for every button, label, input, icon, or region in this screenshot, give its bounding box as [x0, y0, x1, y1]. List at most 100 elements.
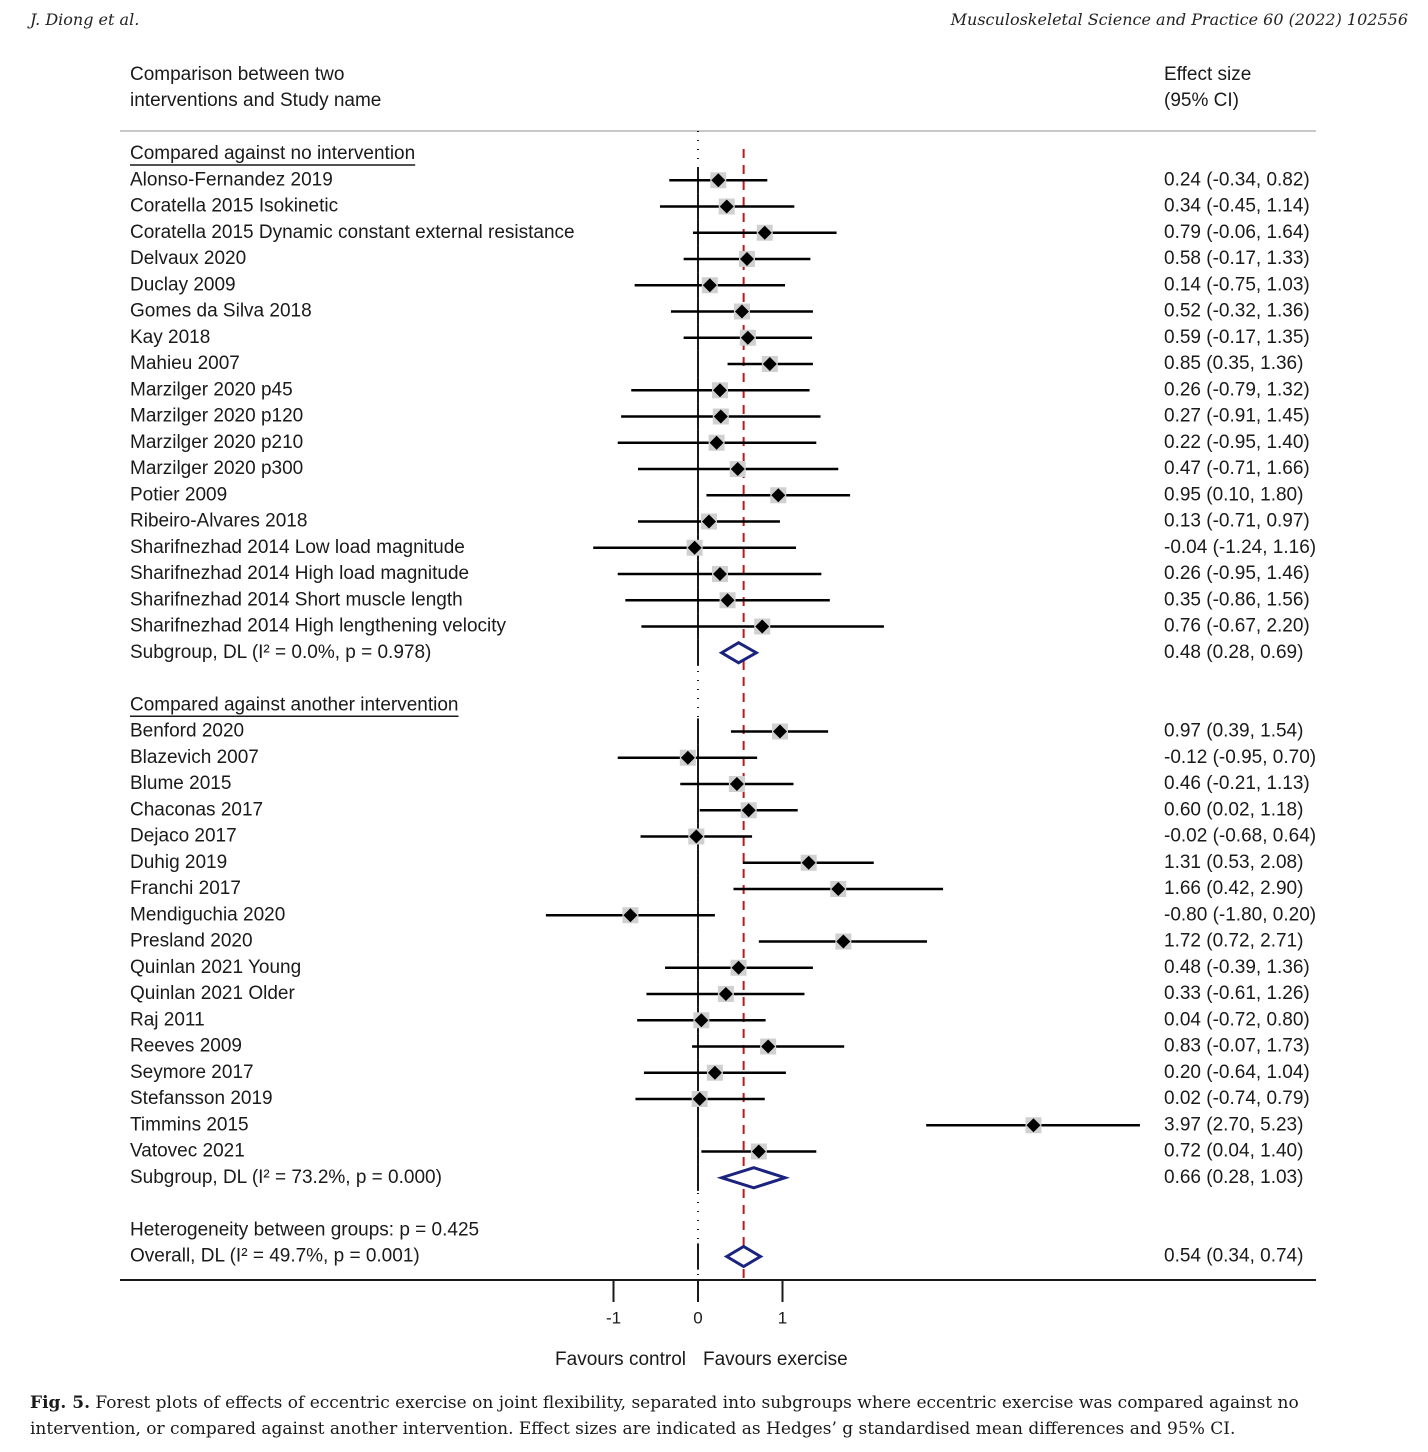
point-estimate-marker	[801, 855, 816, 870]
point-estimate-marker	[680, 750, 695, 765]
point-estimate-marker	[831, 882, 846, 896]
x-axis-label-control: Favours control	[555, 1349, 686, 1370]
subgroup-diamond	[718, 641, 760, 665]
summary-effect-value: 0.66 (0.28, 1.03)	[1164, 1167, 1303, 1188]
caption-text: Forest plots of effects of eccentric exe…	[30, 1393, 1299, 1439]
effect-size-value: 0.48 (-0.39, 1.36)	[1164, 957, 1310, 978]
study-label: Benford 2020	[130, 721, 244, 742]
subgroup-summary-label: Subgroup, DL (I² = 0.0%, p = 0.978)	[130, 642, 431, 663]
forest-plot: Comparison between two interventions and …	[120, 64, 1316, 1370]
study-label: Gomes da Silva 2018	[130, 301, 312, 322]
summary-effect-value: 0.54 (0.34, 0.74)	[1164, 1246, 1303, 1267]
column-header-effect-size: Effect size	[1164, 64, 1251, 85]
effect-size-value: 0.24 (-0.34, 0.82)	[1164, 169, 1310, 190]
point-estimate-marker	[741, 803, 756, 818]
effect-size-value: 0.47 (-0.71, 1.66)	[1164, 458, 1310, 479]
effect-size-value: 0.59 (-0.17, 1.35)	[1164, 327, 1310, 348]
effect-size-value: -0.80 (-1.80, 0.20)	[1164, 904, 1316, 925]
x-axis-label-exercise: Favours exercise	[703, 1349, 848, 1370]
study-label: Potier 2009	[130, 484, 227, 505]
caption-label: Fig. 5.	[30, 1393, 90, 1413]
study-label: Blazevich 2007	[130, 747, 259, 768]
figure-caption: Fig. 5. Forest plots of effects of eccen…	[30, 1390, 1410, 1442]
study-label: Sharifnezhad 2014 High lengthening veloc…	[130, 616, 507, 637]
effect-size-value: 0.26 (-0.95, 1.46)	[1164, 563, 1310, 584]
point-estimate-marker	[694, 1013, 709, 1028]
effect-size-value: 0.79 (-0.06, 1.64)	[1164, 222, 1310, 243]
summary-effect-value: 0.48 (0.28, 0.69)	[1164, 642, 1303, 663]
point-estimate-marker	[734, 304, 749, 319]
effect-size-value: 0.34 (-0.45, 1.14)	[1164, 196, 1310, 217]
effect-size-value: 0.02 (-0.74, 0.79)	[1164, 1088, 1310, 1109]
effect-size-value: 0.52 (-0.32, 1.36)	[1164, 301, 1310, 322]
effect-size-value: 1.72 (0.72, 2.71)	[1164, 931, 1303, 952]
effect-size-value: 0.85 (0.35, 1.36)	[1164, 353, 1303, 374]
point-estimate-marker	[729, 777, 744, 791]
study-label: Quinlan 2021 Young	[130, 957, 301, 978]
study-label: Vatovec 2021	[130, 1141, 245, 1162]
effect-size-value: 1.31 (0.53, 2.08)	[1164, 852, 1303, 873]
effect-size-value: 3.97 (2.70, 5.23)	[1164, 1114, 1303, 1135]
effect-size-value: 0.60 (0.02, 1.18)	[1164, 799, 1303, 820]
point-estimate-marker	[771, 488, 786, 503]
point-estimate-marker	[712, 567, 727, 581]
study-label: Alonso-Fernandez 2019	[130, 169, 333, 190]
point-estimate-marker	[702, 278, 717, 293]
effect-size-value: 0.58 (-0.17, 1.33)	[1164, 248, 1310, 269]
effect-size-value: 0.72 (0.04, 1.40)	[1164, 1141, 1303, 1162]
study-label: Stefansson 2019	[130, 1088, 273, 1109]
effect-size-value: 0.22 (-0.95, 1.40)	[1164, 432, 1310, 453]
study-label: Duhig 2019	[130, 852, 227, 873]
study-label: Presland 2020	[130, 931, 253, 952]
point-estimate-marker	[718, 987, 733, 1001]
study-label: Delvaux 2020	[130, 248, 246, 269]
study-label: Marzilger 2020 p300	[130, 458, 303, 479]
point-estimate-marker	[751, 1144, 766, 1159]
point-estimate-marker	[836, 934, 851, 949]
point-estimate-marker	[719, 199, 734, 214]
effect-size-value: 0.04 (-0.72, 0.80)	[1164, 1009, 1310, 1030]
study-label: Kay 2018	[130, 327, 210, 348]
study-label: Quinlan 2021 Older	[130, 983, 295, 1004]
point-estimate-marker	[692, 1092, 707, 1106]
effect-size-value: 1.66 (0.42, 2.90)	[1164, 878, 1303, 899]
effect-size-value: 0.13 (-0.71, 0.97)	[1164, 511, 1310, 532]
effect-size-value: 0.35 (-0.86, 1.56)	[1164, 589, 1310, 610]
point-estimate-marker	[761, 1039, 776, 1054]
running-head-authors: J. Diong et al.	[30, 10, 140, 29]
study-label: Franchi 2017	[130, 878, 241, 899]
point-estimate-marker	[712, 383, 727, 398]
effect-size-value: 0.27 (-0.91, 1.45)	[1164, 406, 1310, 427]
study-label: Sharifnezhad 2014 Short muscle length	[130, 589, 463, 610]
point-estimate-marker	[713, 409, 728, 424]
point-estimate-marker	[720, 593, 735, 608]
effect-size-value: -0.12 (-0.95, 0.70)	[1164, 747, 1316, 768]
point-estimate-marker	[755, 619, 770, 634]
point-estimate-marker	[740, 252, 755, 266]
column-header-effect-size: (95% CI)	[1164, 90, 1239, 111]
study-label: Marzilger 2020 p120	[130, 406, 303, 427]
effect-size-value: 0.76 (-0.67, 2.20)	[1164, 616, 1310, 637]
study-label: Sharifnezhad 2014 High load magnitude	[130, 563, 469, 584]
point-estimate-marker	[762, 357, 777, 371]
point-estimate-marker	[701, 514, 716, 529]
study-label: Coratella 2015 Dynamic constant external…	[130, 222, 575, 243]
study-label: Mendiguchia 2020	[130, 904, 285, 925]
study-label: Dejaco 2017	[130, 826, 237, 847]
effect-size-value: 0.26 (-0.79, 1.32)	[1164, 379, 1310, 400]
study-label: Duclay 2009	[130, 274, 236, 295]
study-label: Chaconas 2017	[130, 799, 263, 820]
effect-size-value: 0.97 (0.39, 1.54)	[1164, 721, 1303, 742]
point-estimate-marker	[689, 829, 704, 844]
point-estimate-marker	[707, 1065, 722, 1080]
effect-size-value: 0.95 (0.10, 1.80)	[1164, 484, 1303, 505]
study-label: Coratella 2015 Isokinetic	[130, 196, 338, 217]
study-label: Raj 2011	[130, 1009, 205, 1030]
point-estimate-marker	[711, 173, 726, 188]
point-estimate-marker	[1026, 1118, 1041, 1133]
x-axis-tick-label: -1	[606, 1308, 621, 1327]
effect-size-value: 0.33 (-0.61, 1.26)	[1164, 983, 1310, 1004]
study-label: Marzilger 2020 p210	[130, 432, 303, 453]
point-estimate-marker	[687, 540, 702, 555]
study-label: Sharifnezhad 2014 Low load magnitude	[130, 537, 465, 558]
